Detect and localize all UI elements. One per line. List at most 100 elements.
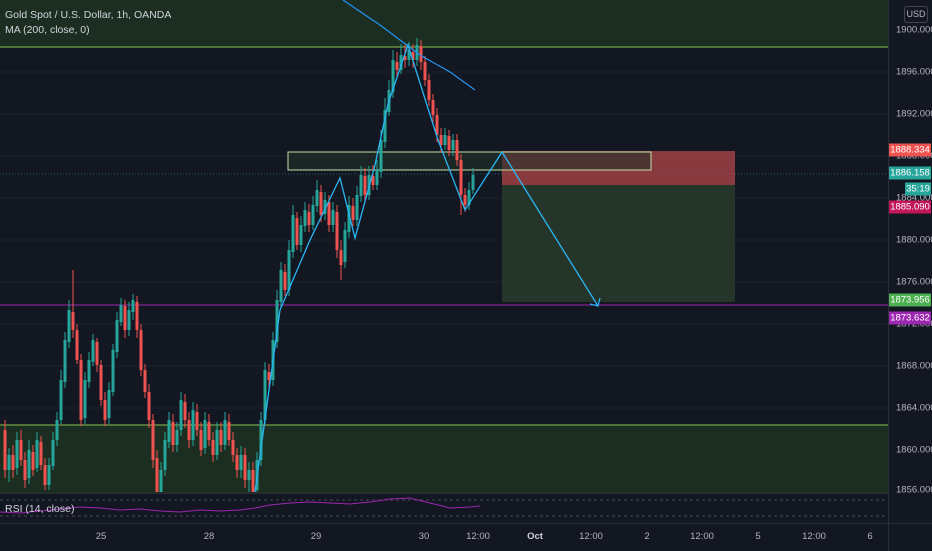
candle-body[interactable] <box>4 430 7 470</box>
candle-body[interactable] <box>228 422 231 440</box>
candle-body[interactable] <box>64 340 67 382</box>
candle-body[interactable] <box>220 430 223 445</box>
candle-body[interactable] <box>360 175 363 196</box>
candle-body[interactable] <box>16 440 19 468</box>
candle-body[interactable] <box>224 420 227 445</box>
symbol-title[interactable]: Gold Spot / U.S. Dollar, 1h, OANDA <box>5 8 171 23</box>
candle-body[interactable] <box>44 465 47 485</box>
candle-body[interactable] <box>452 140 455 150</box>
candle-body[interactable] <box>340 250 343 265</box>
currency-button[interactable]: USD <box>904 6 928 23</box>
candle-body[interactable] <box>100 365 103 400</box>
candle-body[interactable] <box>288 250 291 290</box>
candle-body[interactable] <box>84 380 87 418</box>
candle-body[interactable] <box>204 420 207 448</box>
candle-body[interactable] <box>296 218 299 245</box>
lower-support-zone[interactable] <box>0 425 888 493</box>
candle-body[interactable] <box>240 455 243 470</box>
candle-body[interactable] <box>212 440 215 455</box>
candle-body[interactable] <box>252 470 255 492</box>
candle-body[interactable] <box>396 62 399 70</box>
candle-body[interactable] <box>88 360 91 382</box>
candle-body[interactable] <box>40 442 43 465</box>
candle-body[interactable] <box>120 305 123 322</box>
candle-body[interactable] <box>152 420 155 460</box>
rsi-pane[interactable] <box>0 493 888 524</box>
candle-body[interactable] <box>172 422 175 445</box>
candle-body[interactable] <box>128 310 131 330</box>
candle-body[interactable] <box>428 80 431 100</box>
candle-body[interactable] <box>336 212 339 250</box>
candle-body[interactable] <box>200 430 203 450</box>
candle-body[interactable] <box>164 440 167 470</box>
candle-body[interactable] <box>328 202 331 225</box>
candle-body[interactable] <box>376 170 379 185</box>
candle-body[interactable] <box>236 455 239 470</box>
candle-body[interactable] <box>8 455 11 470</box>
candle-body[interactable] <box>284 272 287 290</box>
candle-body[interactable] <box>456 140 459 160</box>
candle-body[interactable] <box>56 420 59 440</box>
candle-body[interactable] <box>180 400 183 430</box>
candle-body[interactable] <box>472 175 475 190</box>
candle-body[interactable] <box>12 455 15 470</box>
candle-body[interactable] <box>356 195 359 220</box>
candle-body[interactable] <box>432 100 435 115</box>
candle-body[interactable] <box>464 195 467 205</box>
ma-indicator-label[interactable]: MA (200, close, 0) <box>5 23 171 38</box>
candle-body[interactable] <box>168 420 171 442</box>
resistance-box[interactable] <box>288 152 651 170</box>
candle-body[interactable] <box>80 360 83 420</box>
candle-body[interactable] <box>312 205 315 225</box>
candle-body[interactable] <box>52 440 55 466</box>
candle-body[interactable] <box>448 136 451 150</box>
candle-body[interactable] <box>176 430 179 445</box>
candle-body[interactable] <box>316 190 319 206</box>
candle-body[interactable] <box>116 320 119 352</box>
candle-body[interactable] <box>136 302 139 330</box>
candle-body[interactable] <box>208 422 211 440</box>
candle-body[interactable] <box>244 455 247 480</box>
candle-body[interactable] <box>292 215 295 252</box>
candle-body[interactable] <box>444 135 447 145</box>
price-chart[interactable] <box>0 0 888 493</box>
candle-body[interactable] <box>160 470 163 492</box>
candle-body[interactable] <box>184 402 187 420</box>
candle-body[interactable] <box>188 420 191 440</box>
candle-body[interactable] <box>320 192 323 215</box>
candle-body[interactable] <box>36 440 39 468</box>
candle-body[interactable] <box>308 212 311 225</box>
candle-body[interactable] <box>156 458 159 492</box>
candle-body[interactable] <box>140 330 143 370</box>
candle-body[interactable] <box>332 210 335 225</box>
candle-body[interactable] <box>124 306 127 330</box>
candle-body[interactable] <box>24 460 27 480</box>
candle-body[interactable] <box>60 380 63 420</box>
candle-body[interactable] <box>108 390 111 418</box>
candle-body[interactable] <box>196 412 199 430</box>
candle-body[interactable] <box>304 210 307 226</box>
candle-body[interactable] <box>48 465 51 485</box>
candle-body[interactable] <box>112 350 115 392</box>
candle-body[interactable] <box>364 176 367 195</box>
candle-body[interactable] <box>96 342 99 365</box>
candle-body[interactable] <box>248 470 251 480</box>
candle-body[interactable] <box>192 410 195 440</box>
candle-body[interactable] <box>420 46 423 62</box>
rsi-label[interactable]: RSI (14, close) <box>5 503 74 515</box>
candle-body[interactable] <box>76 330 79 360</box>
candle-body[interactable] <box>344 230 347 262</box>
candle-body[interactable] <box>32 452 35 470</box>
candle-body[interactable] <box>216 430 219 455</box>
candle-body[interactable] <box>68 310 71 342</box>
candle-body[interactable] <box>144 370 147 392</box>
target-zone[interactable] <box>502 185 735 302</box>
candle-body[interactable] <box>280 270 283 302</box>
candle-body[interactable] <box>352 206 355 220</box>
candle-body[interactable] <box>424 62 427 80</box>
candle-body[interactable] <box>104 400 107 420</box>
candle-body[interactable] <box>92 340 95 362</box>
candle-body[interactable] <box>72 312 75 330</box>
candle-body[interactable] <box>132 300 135 312</box>
candle-body[interactable] <box>232 440 235 455</box>
